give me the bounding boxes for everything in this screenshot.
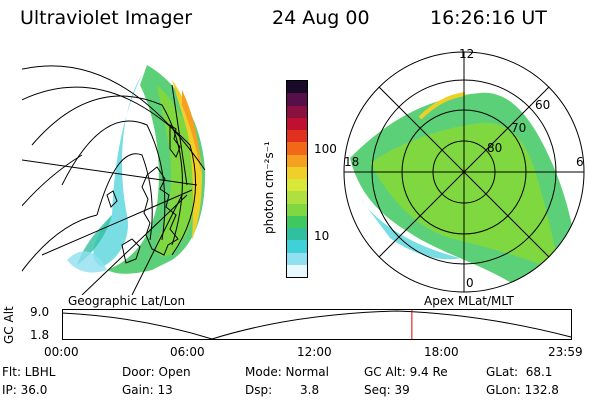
- colorbar-segment: [287, 81, 307, 94]
- status-dsp-value: 3.8: [300, 383, 320, 397]
- altitude-ytick-bottom: 1.8: [30, 328, 50, 342]
- coastlines: [106, 124, 181, 264]
- colorbar-segment: [287, 252, 307, 265]
- status-glat: GLat: 68.1: [486, 365, 553, 379]
- instrument-title: Ultraviolet Imager: [20, 7, 193, 29]
- lat-label-70: 70: [511, 121, 527, 135]
- lat-label-60: 60: [535, 98, 551, 112]
- time-tick-0000: 00:00: [44, 345, 79, 359]
- time-tick-1200: 12:00: [297, 345, 332, 359]
- status-door: Door: Open: [122, 365, 191, 379]
- status-glon: GLon: 132.8: [486, 383, 559, 397]
- lat-grid: [22, 65, 206, 272]
- polar-plot: [343, 51, 585, 293]
- right-panel-caption: Apex MLat/MLT: [424, 294, 514, 308]
- status-dsp-label: Dsp:: [245, 383, 273, 397]
- mlt-label-6: 6: [576, 155, 584, 169]
- colorbar-segment: [287, 130, 307, 143]
- status-ip: IP: 36.0: [2, 383, 48, 397]
- time-label: 16:26:16 UT: [430, 7, 547, 29]
- altitude-plot: [62, 309, 572, 340]
- status-flt: Flt: LBHL: [2, 365, 56, 379]
- colorbar-segment: [287, 240, 307, 253]
- mlt-label-12: 12: [459, 47, 475, 61]
- time-tick-2359: 23:59: [548, 345, 583, 359]
- colorbar-segment: [287, 105, 307, 118]
- colorbar: [286, 80, 308, 278]
- altitude-curve: [62, 310, 572, 340]
- status-seq: Seq: 39: [364, 383, 410, 397]
- colorbar-segment: [287, 228, 307, 241]
- status-gc-alt: GC Alt: 9.4 Re: [364, 365, 448, 379]
- status-gain: Gain: 13: [122, 383, 173, 397]
- colorbar-segment: [287, 117, 307, 130]
- mlt-label-18: 18: [344, 155, 360, 169]
- colorbar-segment: [287, 154, 307, 167]
- colorbar-segment: [287, 142, 307, 155]
- mlt-label-0: 0: [466, 276, 474, 290]
- colorbar-tick-10: 10: [314, 229, 330, 243]
- colorbar-tick-100: 100: [314, 142, 337, 156]
- status-mode: Mode: Normal: [245, 365, 329, 379]
- geographic-map: [22, 65, 206, 295]
- polar-grid: [343, 51, 585, 293]
- aurora-oval-polar: [350, 92, 580, 288]
- altitude-ytick-top: 9.0: [30, 305, 50, 319]
- colorbar-segment: [287, 203, 307, 216]
- date-label: 24 Aug 00: [272, 7, 370, 29]
- colorbar-segment: [287, 166, 307, 179]
- time-tick-0600: 06:00: [170, 345, 205, 359]
- colorbar-segment: [287, 215, 307, 228]
- lon-grid: [22, 84, 198, 295]
- colorbar-segment: [287, 264, 307, 277]
- altitude-ylabel: GC Alt: [2, 306, 16, 344]
- colorbar-segment: [287, 191, 307, 204]
- lat-label-80: 80: [487, 141, 503, 155]
- time-tick-1800: 18:00: [424, 345, 459, 359]
- left-panel-caption: Geographic Lat/Lon: [68, 294, 186, 308]
- colorbar-segment: [287, 179, 307, 192]
- colorbar-segment: [287, 93, 307, 106]
